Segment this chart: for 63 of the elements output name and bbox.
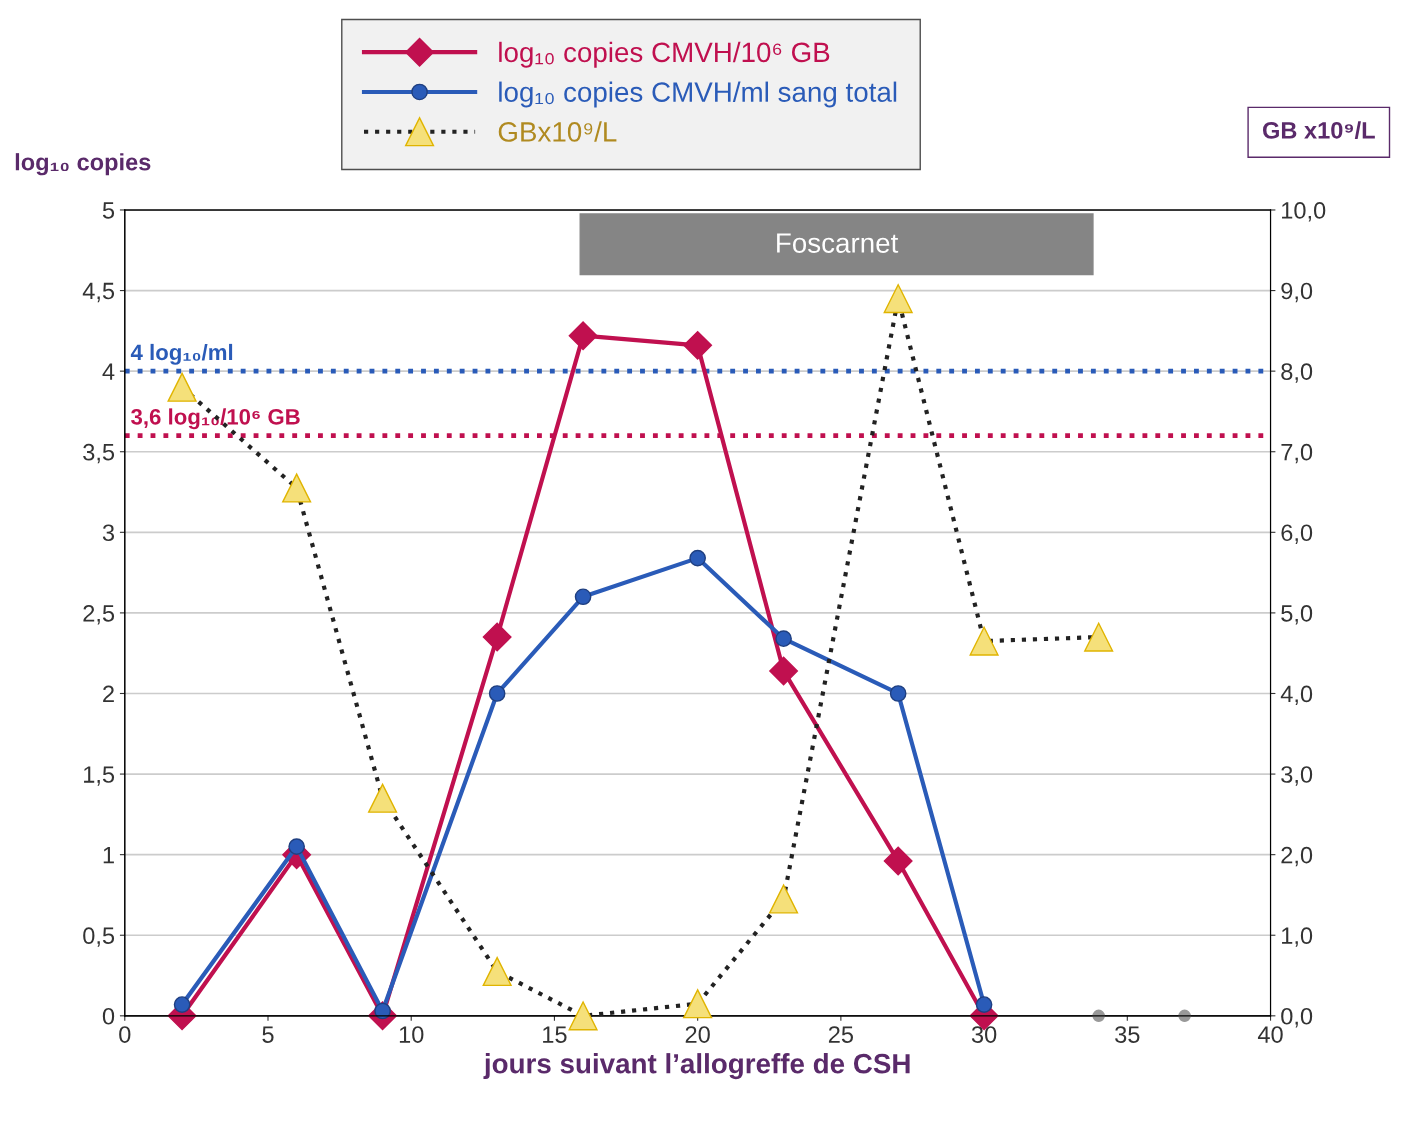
point [689, 549, 706, 567]
point [282, 473, 312, 503]
legend-label: log₁₀ copies CMVH/ml sang total [499, 81, 897, 108]
point [367, 783, 398, 813]
point [769, 656, 799, 686]
point [488, 685, 506, 702]
point [975, 996, 993, 1013]
x-tick-label: 15 [543, 1026, 567, 1043]
y2-tick-label: 6,0 [1281, 524, 1313, 544]
x-tick-label: 0 [119, 1026, 131, 1043]
point [568, 321, 598, 351]
y-tick-label: 0,5 [83, 927, 115, 947]
point [482, 956, 512, 987]
point [482, 622, 512, 652]
y2-tick-label: 10,0 [1282, 202, 1326, 222]
x-tick-label: 20 [685, 1026, 710, 1043]
y2-tick-label: 3,0 [1281, 766, 1313, 786]
point [683, 989, 713, 1019]
y-tick-label: 5 [102, 202, 115, 219]
y2-tick-label: 7,0 [1281, 443, 1313, 464]
y2-tick-label: 1,0 [1282, 927, 1313, 947]
x-tick-label: 40 [1257, 1026, 1283, 1043]
y-tick-label: 1 [103, 846, 114, 864]
point [889, 685, 907, 702]
y-tick-label: 1,5 [84, 766, 115, 786]
x-tick-label: 35 [1115, 1026, 1140, 1043]
y-tick-label: 2,5 [83, 604, 115, 625]
point [167, 372, 197, 402]
point [288, 838, 305, 855]
point [683, 330, 713, 360]
x-tick-label: 5 [262, 1026, 274, 1043]
point [969, 626, 999, 656]
y-tick-label: 4 [102, 363, 115, 380]
x-tick-label: 25 [828, 1026, 854, 1043]
x-axis-title: jours suivant l’allogreffe de CSH [483, 1053, 910, 1080]
y-tick-label: 2 [103, 685, 114, 703]
y2-axis-title: GB x10⁹/L [1262, 121, 1375, 139]
ref-line-label: 3,6 log₁₀/10⁶ GB [131, 408, 300, 430]
point [883, 284, 913, 314]
y-tick-label: 0 [102, 1007, 115, 1025]
y-tick-label: 3,5 [83, 443, 115, 464]
point [883, 846, 913, 876]
y2-tick-label: 8,0 [1281, 363, 1313, 383]
x-tick-label: 30 [971, 1026, 997, 1043]
ref-line-label: 4 log₁₀/ml [130, 343, 233, 365]
y-tick-label: 4,5 [82, 282, 115, 303]
point [775, 630, 792, 648]
y2-tick-label: 2,0 [1281, 846, 1313, 867]
point [574, 588, 592, 606]
legend-label: log₁₀ copies CMVH/10⁶ GB [499, 41, 830, 68]
x-tick-label: 10 [399, 1026, 424, 1043]
legend-label: GBx10⁹/L [498, 121, 617, 142]
band-label: Foscarnet [777, 233, 899, 253]
point [769, 884, 799, 914]
y2-tick-label: 5,0 [1281, 604, 1313, 625]
y2-tick-label: 4,0 [1280, 685, 1313, 706]
point [568, 1001, 598, 1031]
y-tick-label: 3 [102, 524, 115, 542]
y2-tick-label: 9,0 [1281, 282, 1313, 303]
y-axis-title: log₁₀ copies [15, 153, 151, 176]
point [173, 996, 191, 1013]
y2-tick-label: 0,0 [1281, 1007, 1313, 1028]
point [1084, 622, 1114, 652]
